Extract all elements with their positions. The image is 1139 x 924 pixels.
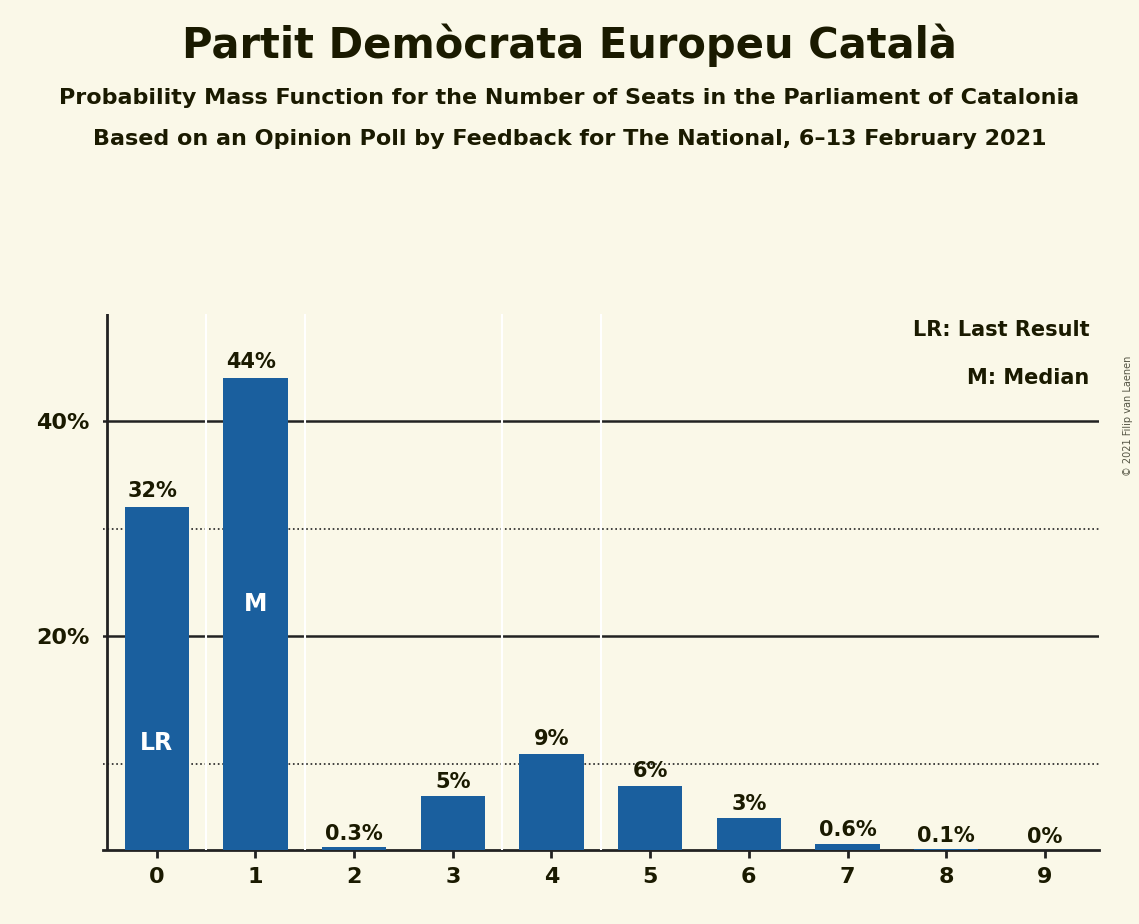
Bar <box>420 796 485 850</box>
Text: 9%: 9% <box>534 729 570 749</box>
Text: Based on an Opinion Poll by Feedback for The National, 6–13 February 2021: Based on an Opinion Poll by Feedback for… <box>92 129 1047 150</box>
Text: LR: Last Result: LR: Last Result <box>912 320 1089 339</box>
Text: M: M <box>244 591 268 615</box>
Text: 0.1%: 0.1% <box>917 826 975 845</box>
Text: M: Median: M: Median <box>967 368 1089 388</box>
Text: 5%: 5% <box>435 772 470 792</box>
Text: 6%: 6% <box>632 761 667 782</box>
Bar <box>519 754 583 850</box>
Bar <box>322 847 386 850</box>
Text: 3%: 3% <box>731 794 767 814</box>
Bar <box>915 849 978 850</box>
Text: 0.6%: 0.6% <box>819 821 876 841</box>
Bar <box>816 844 879 850</box>
Bar <box>716 818 781 850</box>
Text: 32%: 32% <box>128 480 178 501</box>
Text: 0.3%: 0.3% <box>326 823 383 844</box>
Bar <box>618 785 682 850</box>
Bar <box>124 507 189 850</box>
Text: © 2021 Filip van Laenen: © 2021 Filip van Laenen <box>1123 356 1133 476</box>
Bar <box>223 379 287 850</box>
Text: 0%: 0% <box>1027 827 1063 847</box>
Text: Probability Mass Function for the Number of Seats in the Parliament of Catalonia: Probability Mass Function for the Number… <box>59 88 1080 108</box>
Text: LR: LR <box>140 731 173 755</box>
Text: Partit Demòcrata Europeu Català: Partit Demòcrata Europeu Català <box>182 23 957 67</box>
Text: 44%: 44% <box>227 352 277 372</box>
